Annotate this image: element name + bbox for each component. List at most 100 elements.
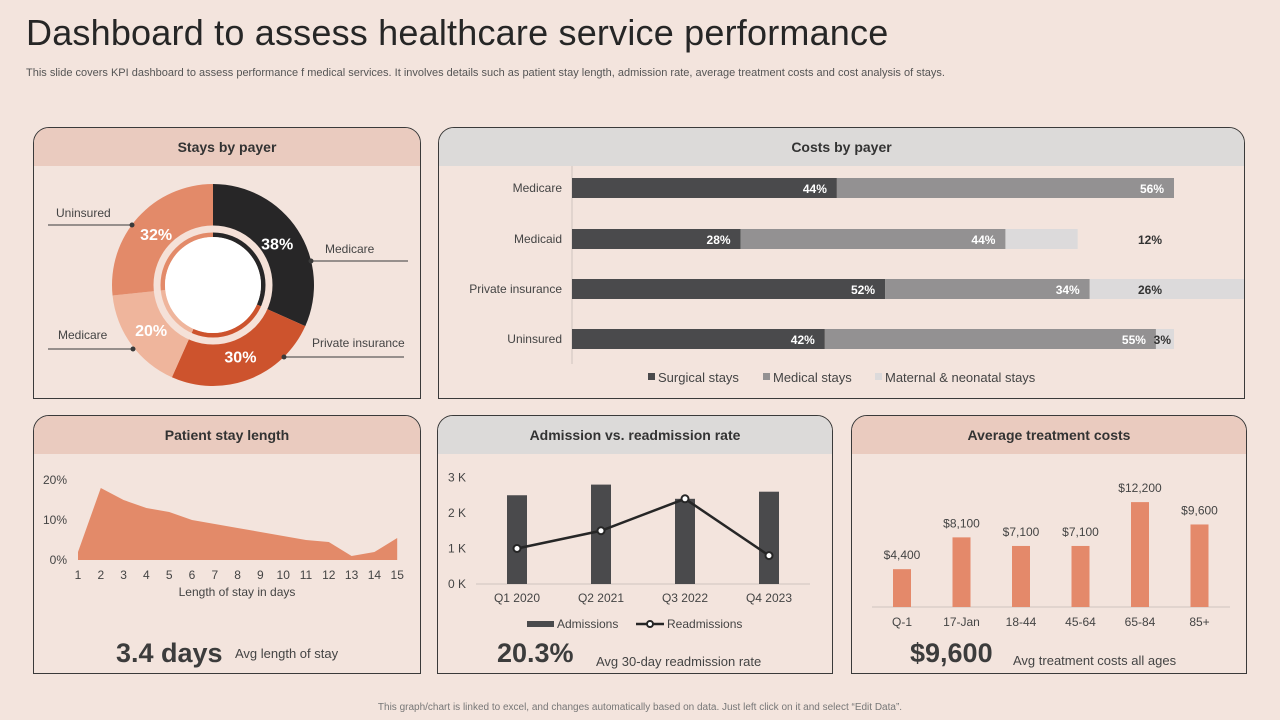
treatment-bar-0 bbox=[893, 569, 911, 607]
readmission-point-0 bbox=[512, 544, 522, 553]
admission-ytick-2: 2 K bbox=[448, 506, 466, 520]
treatment-bar-label-0: $4,400 bbox=[884, 548, 921, 562]
stays-by-payer-chart: 38% 30% 20% 32% Medicare Private insurance Med… bbox=[48, 184, 408, 386]
length-xtick-0: 1 bbox=[75, 568, 82, 582]
treatment-xtick-5: 85+ bbox=[1189, 615, 1209, 629]
average-treatment-costs-title: Average treatment costs bbox=[852, 416, 1246, 454]
donut-category-label-2: Medicare bbox=[58, 328, 108, 342]
length-xtick-12: 13 bbox=[345, 568, 359, 582]
donut-callout-dot-2 bbox=[130, 346, 136, 352]
costs-bar-label-2-0: 52% bbox=[851, 283, 875, 297]
treatment-xtick-2: 18-44 bbox=[1006, 615, 1037, 629]
avg-stay-kpi-value: 3.4 days bbox=[116, 638, 223, 668]
length-xtick-3: 4 bbox=[143, 568, 150, 582]
treatment-bar-2 bbox=[1012, 545, 1030, 607]
length-xtick-7: 8 bbox=[234, 568, 241, 582]
donut-slice-2 bbox=[112, 290, 194, 378]
costs-bar-segment-2-1 bbox=[885, 279, 1090, 299]
admission-legend-swatch bbox=[527, 621, 554, 627]
donut-category-label-3: Uninsured bbox=[56, 206, 111, 220]
costs-bar-segment-0-1 bbox=[836, 178, 1174, 198]
admission-ytick-3: 3 K bbox=[448, 471, 466, 485]
donut-category-label-0: Medicare bbox=[325, 242, 375, 256]
readmission-point-3 bbox=[764, 551, 774, 561]
treatment-bar-3 bbox=[1071, 545, 1090, 607]
length-xtick-9: 10 bbox=[277, 568, 291, 582]
costs-bar-label-1-1: 44% bbox=[971, 233, 995, 247]
readmission-point-2 bbox=[680, 494, 690, 504]
donut-inner-ring bbox=[153, 225, 273, 345]
treatment-kpi-label: Avg treatment costs all ages bbox=[1013, 653, 1177, 668]
costs-bar-label-3-2: 3% bbox=[1154, 333, 1172, 347]
treatment-xtick-4: 65-84 bbox=[1125, 615, 1156, 629]
treatment-bar-1 bbox=[952, 537, 971, 607]
costs-by-payer-panel: Costs by payer Medicare 44% 56% Medicaid 28%… bbox=[438, 127, 1245, 399]
costs-bar-segment-2-0 bbox=[572, 279, 886, 299]
costs-bar-segment-1-1 bbox=[740, 229, 1006, 249]
admission-xtick-1: Q2 2021 bbox=[578, 591, 624, 605]
donut-slice-3 bbox=[112, 184, 213, 296]
admission-bar-2 bbox=[675, 498, 695, 584]
readmission-kpi-value: 20.3% bbox=[497, 638, 574, 668]
costs-category-label-3: Uninsured bbox=[507, 332, 562, 346]
costs-bar-label-3-1: 55% bbox=[1122, 333, 1146, 347]
admission-readmission-panel: Admission vs. readmission rate 0 K 1 K 2 K… bbox=[437, 415, 833, 674]
length-ytick-1: 10% bbox=[43, 513, 67, 527]
treatment-bar-5 bbox=[1190, 524, 1209, 607]
footer-note: This graph/chart is linked to excel, and… bbox=[377, 702, 903, 713]
costs-bar-segment-1-2 bbox=[1005, 229, 1078, 249]
readmission-legend-label: Readmissions bbox=[667, 617, 742, 631]
costs-bar-segment-3-0 bbox=[572, 329, 825, 349]
donut-hole bbox=[165, 237, 261, 333]
costs-legend-swatch-1 bbox=[763, 373, 770, 380]
admission-readmission-title: Admission vs. readmission rate bbox=[438, 416, 832, 454]
length-xtick-13: 14 bbox=[368, 568, 382, 582]
admission-bar-3 bbox=[759, 491, 779, 584]
average-treatment-costs-panel: Average treatment costs $4,400 Q-1 $8,100 1… bbox=[851, 415, 1247, 674]
admission-ytick-1: 1 K bbox=[448, 542, 466, 556]
length-xtick-10: 11 bbox=[300, 568, 313, 582]
treatment-bar-label-2: $7,100 bbox=[1003, 525, 1040, 539]
costs-bar-label-0-1: 56% bbox=[1140, 182, 1164, 196]
treatment-bar-label-5: $9,600 bbox=[1181, 503, 1218, 517]
costs-by-payer-title: Costs by payer bbox=[439, 128, 1244, 166]
length-xtick-11: 12 bbox=[322, 568, 336, 582]
costs-bar-segment-3-2 bbox=[1155, 329, 1174, 349]
treatment-xtick-0: Q-1 bbox=[892, 615, 912, 629]
costs-category-label-0: Medicare bbox=[513, 181, 563, 195]
readmission-legend-marker bbox=[646, 620, 654, 628]
costs-bar-segment-2-2 bbox=[1089, 279, 1244, 299]
donut-callout-dot-1 bbox=[281, 354, 287, 360]
readmission-kpi-label: Avg 30-day readmission rate bbox=[596, 654, 762, 669]
length-xtick-2: 3 bbox=[120, 568, 127, 582]
treatment-bar-label-3: $7,100 bbox=[1062, 525, 1099, 539]
costs-legend-label-1: Medical stays bbox=[773, 370, 852, 385]
donut-value-label-3: 32% bbox=[140, 227, 172, 244]
donut-value-label-0: 38% bbox=[261, 236, 293, 253]
readmission-point-1 bbox=[596, 526, 606, 536]
length-xtick-4: 5 bbox=[166, 568, 173, 582]
costs-legend-swatch-0 bbox=[648, 373, 655, 380]
costs-bar-label-1-2: 12% bbox=[1138, 233, 1162, 247]
treatment-xtick-3: 45-64 bbox=[1065, 615, 1096, 629]
patient-stay-length-title: Patient stay length bbox=[34, 416, 420, 454]
donut-callout-dot-0 bbox=[308, 258, 314, 264]
page-title: Dashboard to assess healthcare service p… bbox=[26, 12, 889, 53]
treatment-xtick-1: 17-Jan bbox=[943, 615, 980, 629]
donut-value-label-2: 20% bbox=[135, 323, 167, 340]
patient-stay-length-panel: Patient stay length 0% 10% 20% 1 2 3 4 5 6 7 8 9 10 1… bbox=[33, 415, 421, 674]
costs-bar-segment-1-0 bbox=[572, 229, 741, 249]
costs-bar-segment-3-1 bbox=[824, 329, 1156, 349]
treatment-bar-label-1: $8,100 bbox=[943, 516, 980, 530]
treatment-bar-label-4: $12,200 bbox=[1118, 481, 1162, 495]
donut-value-label-1: 30% bbox=[224, 349, 256, 366]
length-xtick-14: 15 bbox=[391, 568, 405, 582]
costs-legend-label-0: Surgical stays bbox=[658, 370, 739, 385]
avg-stay-kpi-label: Avg length of stay bbox=[235, 646, 339, 661]
costs-bar-label-1-0: 28% bbox=[707, 233, 731, 247]
costs-bar-label-3-0: 42% bbox=[791, 333, 815, 347]
stays-by-payer-panel: Stays by payer 38% 30% 20% 32% Medicare Priva… bbox=[33, 127, 421, 399]
admission-xtick-0: Q1 2020 bbox=[494, 591, 540, 605]
length-xtick-8: 9 bbox=[257, 568, 264, 582]
admission-ytick-0: 0 K bbox=[448, 577, 466, 591]
